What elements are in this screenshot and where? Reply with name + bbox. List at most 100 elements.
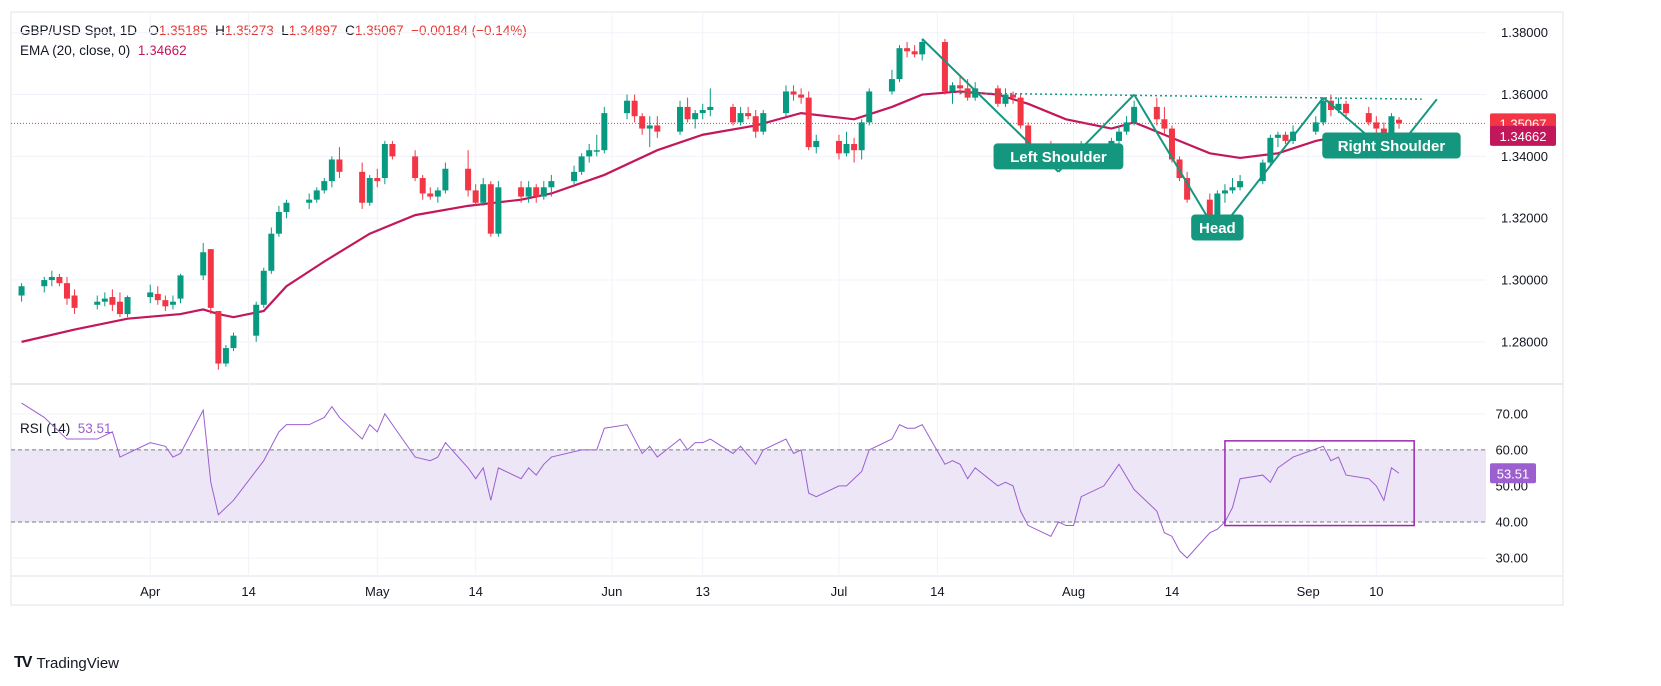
candle-up <box>624 100 631 114</box>
candle-down <box>1343 103 1350 114</box>
candle-down <box>1184 178 1191 200</box>
candle-up <box>1237 181 1244 188</box>
candle-up <box>586 150 593 157</box>
chart-canvas[interactable]: 1.38000 1.36000 1.34000 1.32000 1.30000 1.280… <box>0 0 1661 640</box>
candle-down <box>1025 125 1032 148</box>
rsi-badge <box>1490 463 1536 484</box>
candle-up <box>578 156 585 172</box>
rsi-band <box>11 449 1486 522</box>
candle-down <box>1153 106 1160 120</box>
candle-down <box>851 144 858 151</box>
high-label: H <box>215 23 225 38</box>
candle-down <box>639 116 646 129</box>
time-tick-label: May <box>365 584 390 599</box>
candle-up <box>434 190 441 197</box>
candle-down <box>359 171 366 203</box>
candle-up <box>306 199 313 203</box>
candle-down <box>911 51 918 55</box>
low-value: 1.34897 <box>288 23 338 38</box>
candle-up <box>328 159 335 182</box>
rsi-line <box>21 402 1400 559</box>
candle-down <box>631 100 638 117</box>
candle-up <box>707 106 714 111</box>
candle-down <box>1161 119 1168 129</box>
tradingview-logo-icon: TV <box>14 654 33 671</box>
close-label: C <box>345 23 355 38</box>
price-tick-label: 1.28000 <box>1501 334 1548 349</box>
candle-up <box>101 298 108 302</box>
candle-up <box>760 113 767 132</box>
candle-up <box>1115 131 1122 141</box>
candle-up <box>1388 116 1395 145</box>
candle-up <box>124 297 131 315</box>
annotation-box <box>993 143 1124 170</box>
candle-up <box>737 113 744 123</box>
candle-up <box>843 144 850 154</box>
candle-down <box>745 113 752 117</box>
candle-down <box>798 94 805 98</box>
candle-up <box>858 122 865 151</box>
open-value: 1.35185 <box>158 23 208 38</box>
candle-up <box>480 184 487 203</box>
time-tick-label: 10 <box>1369 584 1383 599</box>
candle-down <box>63 283 70 299</box>
time-tick-label: 14 <box>930 584 944 599</box>
candle-up <box>313 190 320 200</box>
candle-down <box>654 125 661 132</box>
brand-name: TradingView <box>36 654 119 672</box>
candle-up <box>48 276 55 281</box>
candle-up <box>1123 122 1130 132</box>
rsi-tick-label: 70.00 <box>1495 406 1528 421</box>
candle-down <box>533 187 540 197</box>
time-tick-label: Aug <box>1062 584 1085 599</box>
price-tick-label: 1.34000 <box>1501 149 1548 164</box>
rsi-badge-label: 53.51 <box>1497 466 1530 481</box>
price-tick-label: 1.36000 <box>1501 87 1548 102</box>
candle-down <box>684 106 691 120</box>
candle-up <box>177 275 184 299</box>
candle-down <box>957 85 964 89</box>
candle-down <box>419 178 426 194</box>
candle-up <box>381 144 388 179</box>
ema-label: EMA (20, close, 0) <box>20 43 131 58</box>
brand: TV TradingView <box>14 654 119 672</box>
candle-up <box>1320 100 1327 123</box>
candle-down <box>790 91 797 95</box>
candle-up <box>919 41 926 55</box>
annotation-label: Head <box>1199 220 1236 237</box>
candle-up <box>1335 103 1342 111</box>
candle-up <box>147 292 154 298</box>
candle-down <box>1396 119 1403 124</box>
candle-up <box>1267 137 1274 163</box>
candle-up <box>94 301 101 305</box>
candle-up <box>442 168 449 191</box>
price-tick-label: 1.32000 <box>1501 211 1548 226</box>
price-tick-label: 1.30000 <box>1501 273 1548 288</box>
candle-up <box>888 79 895 92</box>
rsi-legend: RSI (14) 53.51 <box>20 421 112 436</box>
candle-up <box>1214 193 1221 219</box>
rsi-label: RSI (14) <box>20 421 71 436</box>
rsi-highlight-box <box>1224 440 1415 527</box>
chart-frame <box>10 11 1564 606</box>
candle-up <box>1131 106 1138 123</box>
candle-down <box>472 190 479 203</box>
ema-badge-label: 1.34662 <box>1500 129 1547 144</box>
time-tick-label: 14 <box>1165 584 1179 599</box>
candle-up <box>1002 94 1009 104</box>
candle-down <box>154 293 161 301</box>
annotation-box <box>1191 214 1244 241</box>
open-label: O <box>148 23 159 38</box>
time-tick-label: Jul <box>831 584 848 599</box>
candle-up <box>1221 190 1228 194</box>
candle-down <box>1282 134 1289 141</box>
candle-up <box>260 270 267 305</box>
candle-up <box>200 252 207 276</box>
candle-up <box>1259 162 1266 182</box>
low-label: L <box>281 23 289 38</box>
time-tick-label: Jun <box>601 584 622 599</box>
candle-down <box>904 48 911 52</box>
time-tick-label: 14 <box>468 584 482 599</box>
candle-down <box>71 295 78 308</box>
symbol-label: GBP/USD Spot, 1D <box>20 23 138 38</box>
